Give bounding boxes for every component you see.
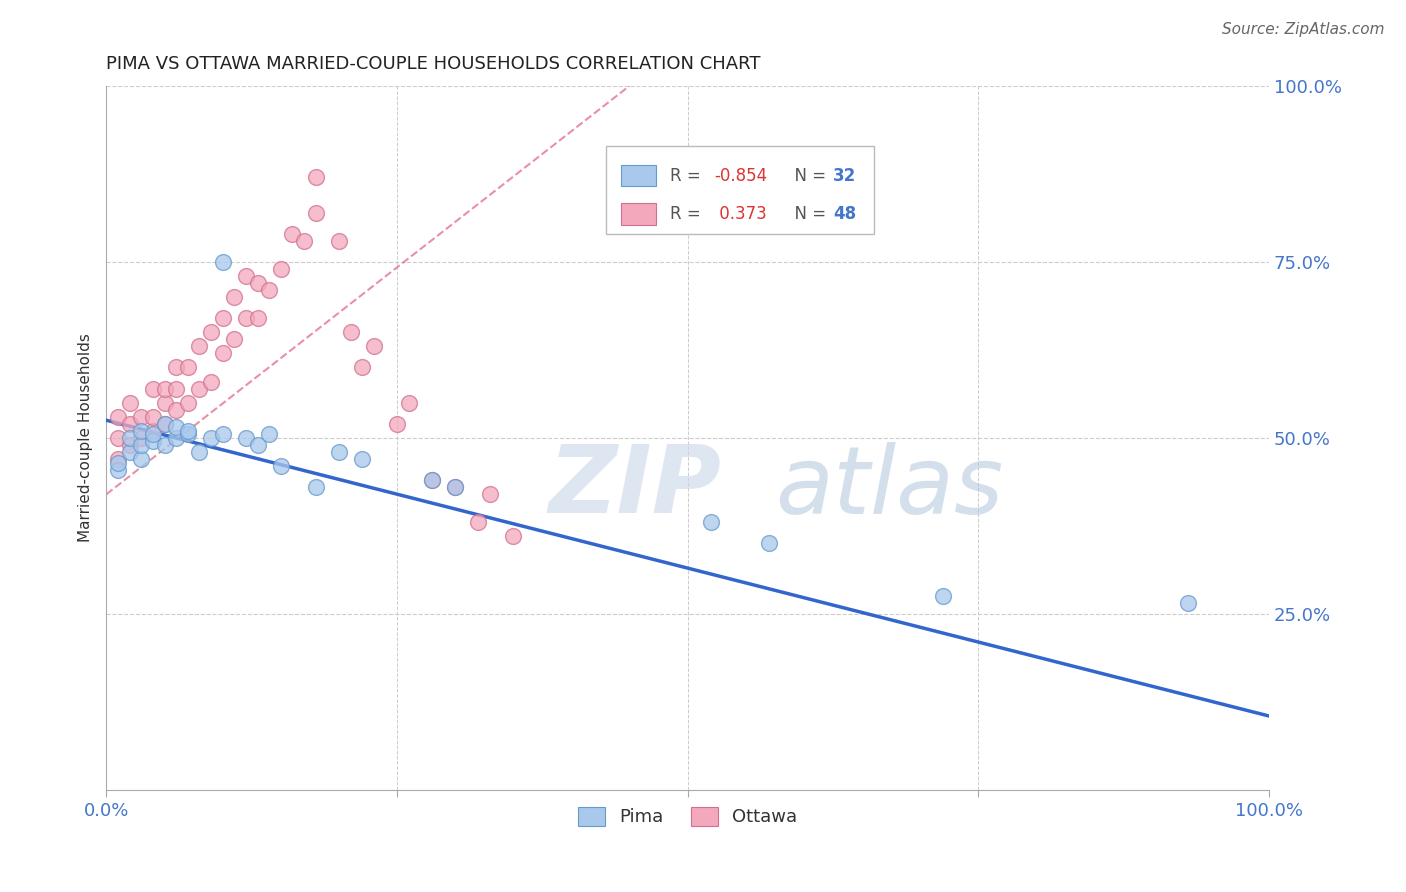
Y-axis label: Married-couple Households: Married-couple Households — [79, 334, 93, 542]
Point — [142, 427, 165, 442]
Point — [153, 417, 176, 431]
Point — [165, 382, 187, 396]
Point — [131, 431, 153, 445]
Text: N =: N = — [785, 167, 831, 185]
Point — [142, 382, 165, 396]
Point — [305, 480, 328, 494]
Point — [270, 261, 292, 276]
Point — [211, 311, 233, 326]
Point — [188, 339, 211, 353]
Point — [165, 360, 187, 375]
Point — [107, 462, 129, 476]
Point — [246, 276, 269, 290]
Point — [270, 458, 292, 473]
Point — [165, 402, 187, 417]
Point — [107, 456, 129, 470]
Point — [1177, 596, 1199, 610]
Text: 0.373: 0.373 — [714, 205, 768, 223]
Text: ZIP: ZIP — [548, 442, 721, 533]
FancyBboxPatch shape — [606, 145, 873, 234]
Point — [444, 480, 467, 494]
Point — [932, 589, 955, 603]
Text: -0.854: -0.854 — [714, 167, 768, 185]
Point — [352, 360, 374, 375]
Point — [153, 438, 176, 452]
Point — [352, 452, 374, 467]
Point — [292, 234, 315, 248]
Point — [758, 536, 780, 550]
Point — [131, 438, 153, 452]
Point — [235, 431, 257, 445]
Point — [281, 227, 304, 241]
Point — [131, 452, 153, 467]
Point — [328, 234, 350, 248]
Point — [700, 516, 723, 530]
Point — [153, 395, 176, 409]
Point — [224, 290, 246, 304]
Point — [502, 529, 524, 543]
Point — [188, 445, 211, 459]
Point — [142, 424, 165, 438]
Point — [420, 473, 443, 487]
Text: 48: 48 — [832, 205, 856, 223]
Point — [246, 438, 269, 452]
Point — [131, 424, 153, 438]
Point — [142, 434, 165, 449]
Point — [188, 382, 211, 396]
Point — [107, 409, 129, 424]
Point — [107, 431, 129, 445]
Text: 32: 32 — [832, 167, 856, 185]
Text: atlas: atlas — [775, 442, 1002, 533]
Point — [153, 417, 176, 431]
Point — [211, 255, 233, 269]
Point — [107, 452, 129, 467]
Point — [177, 424, 200, 438]
Point — [118, 445, 141, 459]
Text: N =: N = — [785, 205, 831, 223]
FancyBboxPatch shape — [621, 165, 657, 186]
Point — [211, 346, 233, 360]
Point — [118, 431, 141, 445]
Text: Source: ZipAtlas.com: Source: ZipAtlas.com — [1222, 22, 1385, 37]
Point — [200, 325, 222, 339]
Point — [363, 339, 385, 353]
Point — [257, 427, 280, 442]
Point — [444, 480, 467, 494]
Point — [165, 431, 187, 445]
Point — [305, 205, 328, 219]
Point — [118, 438, 141, 452]
Point — [257, 283, 280, 297]
Point — [165, 420, 187, 434]
Point — [398, 395, 420, 409]
Point — [328, 445, 350, 459]
Point — [385, 417, 408, 431]
Point — [235, 268, 257, 283]
FancyBboxPatch shape — [621, 203, 657, 225]
Point — [118, 395, 141, 409]
Point — [153, 382, 176, 396]
Point — [177, 360, 200, 375]
Point — [339, 325, 361, 339]
Point — [142, 409, 165, 424]
Text: R =: R = — [671, 205, 706, 223]
Point — [131, 409, 153, 424]
Point — [177, 395, 200, 409]
Point — [420, 473, 443, 487]
Point — [211, 427, 233, 442]
Point — [467, 516, 489, 530]
Text: PIMA VS OTTAWA MARRIED-COUPLE HOUSEHOLDS CORRELATION CHART: PIMA VS OTTAWA MARRIED-COUPLE HOUSEHOLDS… — [107, 55, 761, 73]
Point — [246, 311, 269, 326]
Text: R =: R = — [671, 167, 706, 185]
Point — [305, 170, 328, 185]
Legend: Pima, Ottawa: Pima, Ottawa — [571, 800, 804, 834]
Point — [224, 332, 246, 346]
Point — [479, 487, 502, 501]
Point — [200, 431, 222, 445]
Point — [235, 311, 257, 326]
Point — [118, 417, 141, 431]
Point — [200, 375, 222, 389]
Point — [177, 427, 200, 442]
